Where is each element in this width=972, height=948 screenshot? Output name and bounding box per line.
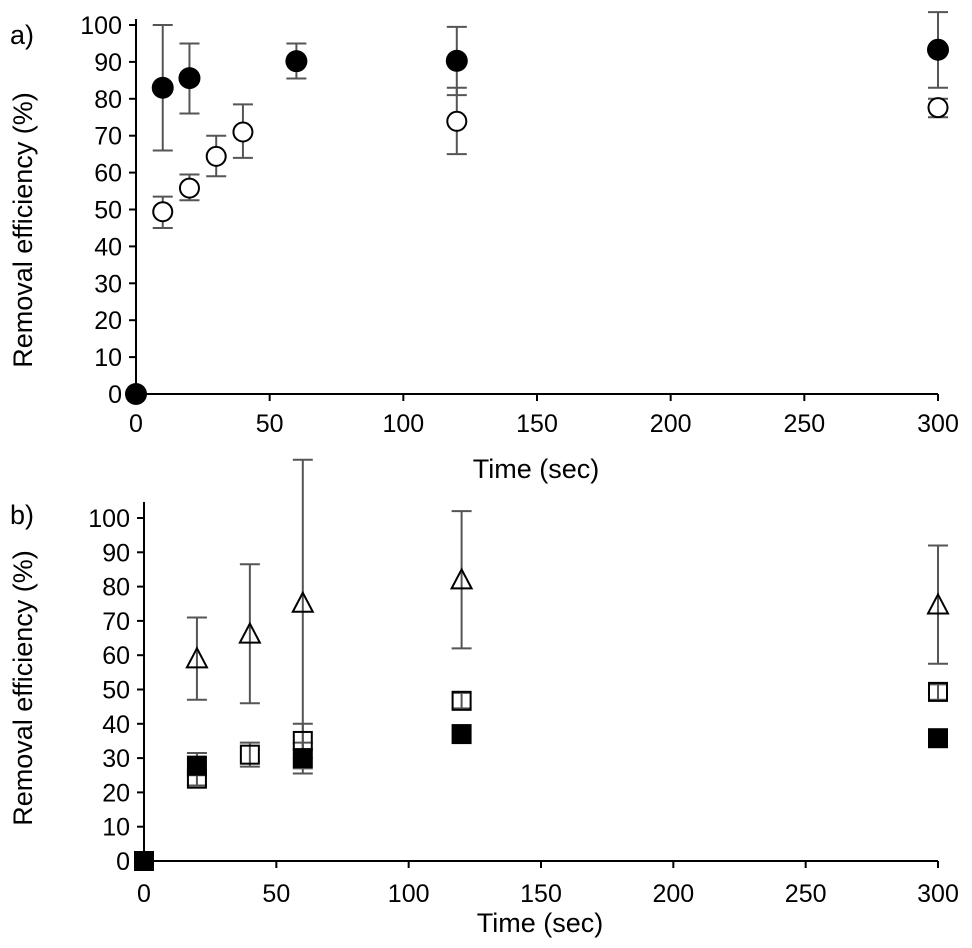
y-tick-label-a: 30 bbox=[94, 270, 122, 298]
x-tick-label-a: 50 bbox=[256, 410, 284, 438]
panel-b: b) Removal efficiency (%) Time (sec) 0 10… bbox=[8, 458, 959, 938]
x-tick-label-b: 200 bbox=[652, 880, 694, 908]
y-tick-label-b: 20 bbox=[102, 779, 130, 807]
y-tick-label-b: 70 bbox=[102, 608, 130, 636]
filled-square-point bbox=[134, 851, 154, 871]
open-circle-point bbox=[178, 177, 200, 199]
y-tick-label-b: 0 bbox=[116, 848, 130, 876]
x-tick-label-b: 150 bbox=[520, 880, 562, 908]
y-tick-label-a: 70 bbox=[94, 123, 122, 151]
y-axis-title-b: Removal efficiency (%) bbox=[8, 550, 38, 826]
x-tick-label-a: 0 bbox=[129, 410, 143, 438]
y-tick-label-b: 80 bbox=[102, 574, 130, 602]
filled-circle-point bbox=[178, 67, 201, 90]
open-triangle-point bbox=[291, 590, 315, 613]
x-tick-label-a: 150 bbox=[516, 410, 558, 438]
y-tick-label-b: 50 bbox=[102, 677, 130, 705]
open-circle-point bbox=[446, 110, 468, 132]
x-tick-label-b: 100 bbox=[388, 880, 430, 908]
open-circle-point bbox=[152, 201, 174, 223]
y-tick-label-a: 10 bbox=[94, 344, 122, 372]
x-axis-title-a: Time (sec) bbox=[473, 454, 600, 484]
open-circle-point bbox=[205, 145, 227, 167]
x-tick-label-b: 0 bbox=[137, 880, 151, 908]
filled-square-point bbox=[451, 724, 472, 745]
open-square-point bbox=[451, 690, 472, 711]
y-tick-label-a: 80 bbox=[94, 86, 122, 114]
y-tick-label-b: 40 bbox=[102, 711, 130, 739]
y-tick-label-b: 100 bbox=[88, 505, 130, 533]
y-tick-label-a: 20 bbox=[94, 307, 122, 335]
open-square-point bbox=[928, 681, 948, 702]
x-tick-label-a: 250 bbox=[783, 410, 825, 438]
y-tick-label-a: 40 bbox=[94, 233, 122, 261]
panel-label-b: b) bbox=[10, 500, 34, 530]
y-tick-label-b: 10 bbox=[102, 814, 130, 842]
x-tick-label-a: 300 bbox=[917, 410, 959, 438]
filled-circle-point bbox=[927, 38, 949, 61]
open-triangle-point bbox=[449, 567, 474, 590]
x-axis-title-b: Time (sec) bbox=[477, 908, 604, 938]
filled-square-point bbox=[186, 755, 207, 776]
open-square-point bbox=[239, 744, 260, 765]
x-tick-label-a: 200 bbox=[650, 410, 692, 438]
open-circle-point bbox=[927, 97, 949, 119]
y-tick-label-b: 60 bbox=[102, 642, 130, 670]
y-tick-label-a: 0 bbox=[108, 381, 122, 409]
open-triangle-point bbox=[185, 646, 209, 669]
x-tick-label-a: 100 bbox=[382, 410, 424, 438]
filled-square-point bbox=[928, 728, 948, 749]
panel-a: a) Removal efficiency (%) Time (sec) 0 10… bbox=[8, 11, 959, 484]
open-circle-point bbox=[232, 121, 254, 143]
y-tick-label-a: 90 bbox=[94, 49, 122, 77]
filled-circle-point bbox=[125, 383, 147, 405]
y-tick-label-a: 100 bbox=[80, 12, 122, 40]
filled-circle-point bbox=[445, 49, 468, 72]
filled-circle-point bbox=[151, 76, 174, 99]
open-triangle-point bbox=[926, 592, 950, 615]
filled-circle-point bbox=[285, 50, 308, 73]
panel-label-a: a) bbox=[10, 20, 34, 50]
y-tick-label-a: 60 bbox=[94, 160, 122, 188]
filled-square-point bbox=[292, 748, 313, 769]
x-tick-label-b: 50 bbox=[262, 880, 290, 908]
open-triangle-point bbox=[238, 621, 262, 644]
y-axis-title-a: Removal efficiency (%) bbox=[8, 92, 38, 368]
y-tick-label-b: 30 bbox=[102, 745, 130, 773]
x-tick-label-b: 300 bbox=[917, 880, 959, 908]
x-tick-label-b: 250 bbox=[785, 880, 827, 908]
y-tick-label-a: 50 bbox=[94, 197, 122, 225]
y-tick-label-b: 90 bbox=[102, 539, 130, 567]
